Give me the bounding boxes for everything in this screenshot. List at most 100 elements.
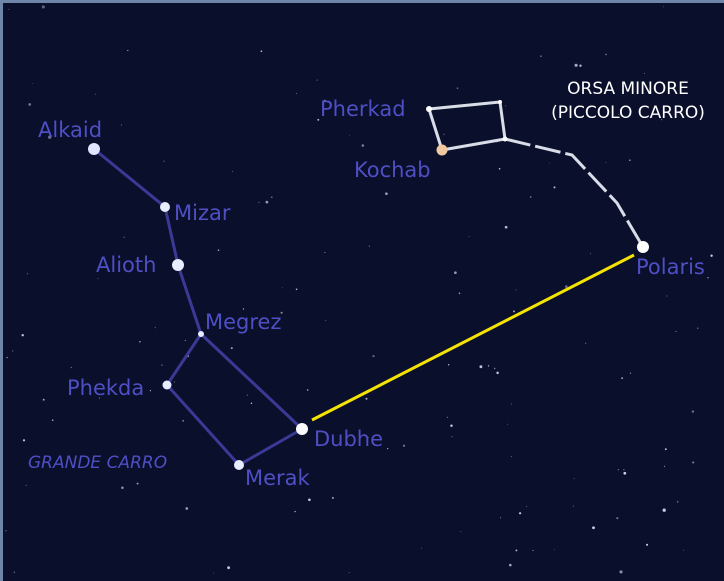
background-star <box>12 350 14 352</box>
background-star <box>707 277 709 279</box>
background-star <box>619 570 623 574</box>
grande-carro-lines <box>93 147 305 467</box>
background-star <box>460 531 462 533</box>
background-star <box>451 436 453 438</box>
background-star <box>294 510 296 513</box>
background-star <box>13 571 15 573</box>
background-star <box>529 196 532 198</box>
pointer-line <box>311 253 635 422</box>
background-star <box>663 6 664 8</box>
background-star <box>532 549 534 552</box>
background-star <box>295 288 298 291</box>
background-star <box>161 364 163 366</box>
background-star <box>6 356 8 359</box>
background-star <box>281 287 283 289</box>
background-star <box>368 245 370 247</box>
background-star <box>623 471 627 475</box>
background-star <box>662 508 666 512</box>
background-star <box>564 285 568 288</box>
star <box>162 380 172 390</box>
background-star <box>590 253 592 255</box>
background-star <box>306 389 309 391</box>
background-star <box>617 469 619 471</box>
background-star <box>250 402 253 405</box>
background-star <box>323 99 326 102</box>
star <box>498 100 502 104</box>
background-star <box>666 295 668 297</box>
background-star <box>540 55 542 57</box>
background-star <box>512 310 516 313</box>
background-star <box>372 354 375 358</box>
background-star <box>331 496 334 499</box>
star <box>88 143 100 155</box>
background-star <box>458 292 461 295</box>
background-star <box>592 526 595 530</box>
star-label: Alioth <box>96 253 156 277</box>
background-star <box>385 192 388 196</box>
star-label: Pherkad <box>320 97 406 121</box>
background-star <box>676 500 679 503</box>
piccolo-carro-handle <box>504 137 645 248</box>
background-star <box>218 314 221 316</box>
background-star <box>365 397 368 400</box>
star <box>436 144 448 156</box>
background-star <box>246 394 248 396</box>
background-star <box>230 347 233 350</box>
star-label: Merak <box>245 466 311 490</box>
star-label: Megrez <box>205 310 281 334</box>
background-star <box>500 517 502 519</box>
background-star <box>549 162 550 164</box>
background-star <box>507 423 509 425</box>
background-star <box>28 103 32 106</box>
star <box>637 241 649 253</box>
background-star <box>682 549 684 551</box>
star <box>160 202 170 212</box>
background-star <box>31 83 33 84</box>
constellation-name: (PICCOLO CARRO) <box>551 103 705 123</box>
background-star <box>468 236 470 238</box>
background-star <box>504 225 508 229</box>
star <box>296 423 308 435</box>
background-star <box>554 549 556 551</box>
background-star <box>121 486 124 490</box>
background-star <box>387 447 389 450</box>
star-label: Kochab <box>354 158 431 182</box>
background-star <box>213 572 214 574</box>
background-star <box>173 381 175 383</box>
background-star <box>139 341 141 343</box>
background-star <box>258 201 260 203</box>
background-star <box>127 49 129 52</box>
background-star <box>510 403 512 405</box>
background-star <box>646 543 649 546</box>
background-star <box>361 144 365 147</box>
background-star <box>623 469 625 471</box>
background-star <box>605 53 607 56</box>
background-star <box>697 327 699 329</box>
background-star <box>5 530 7 532</box>
star <box>234 460 244 470</box>
background-star <box>324 252 326 253</box>
background-star <box>644 73 645 74</box>
background-star <box>661 119 663 121</box>
background-star <box>163 160 165 162</box>
background-star <box>21 333 24 337</box>
background-star <box>629 372 632 374</box>
background-star <box>25 484 27 486</box>
background-star <box>317 118 320 121</box>
background-star <box>98 397 100 399</box>
background-star <box>295 92 298 95</box>
background-star <box>70 366 73 369</box>
background-star <box>579 64 582 67</box>
background-star <box>348 572 350 573</box>
background-star <box>572 505 574 507</box>
background-star <box>443 133 445 135</box>
background-star <box>227 566 231 570</box>
background-star <box>456 87 459 90</box>
star <box>198 331 204 337</box>
background-star <box>621 377 623 379</box>
background-star <box>136 482 139 485</box>
background-star <box>691 410 695 413</box>
